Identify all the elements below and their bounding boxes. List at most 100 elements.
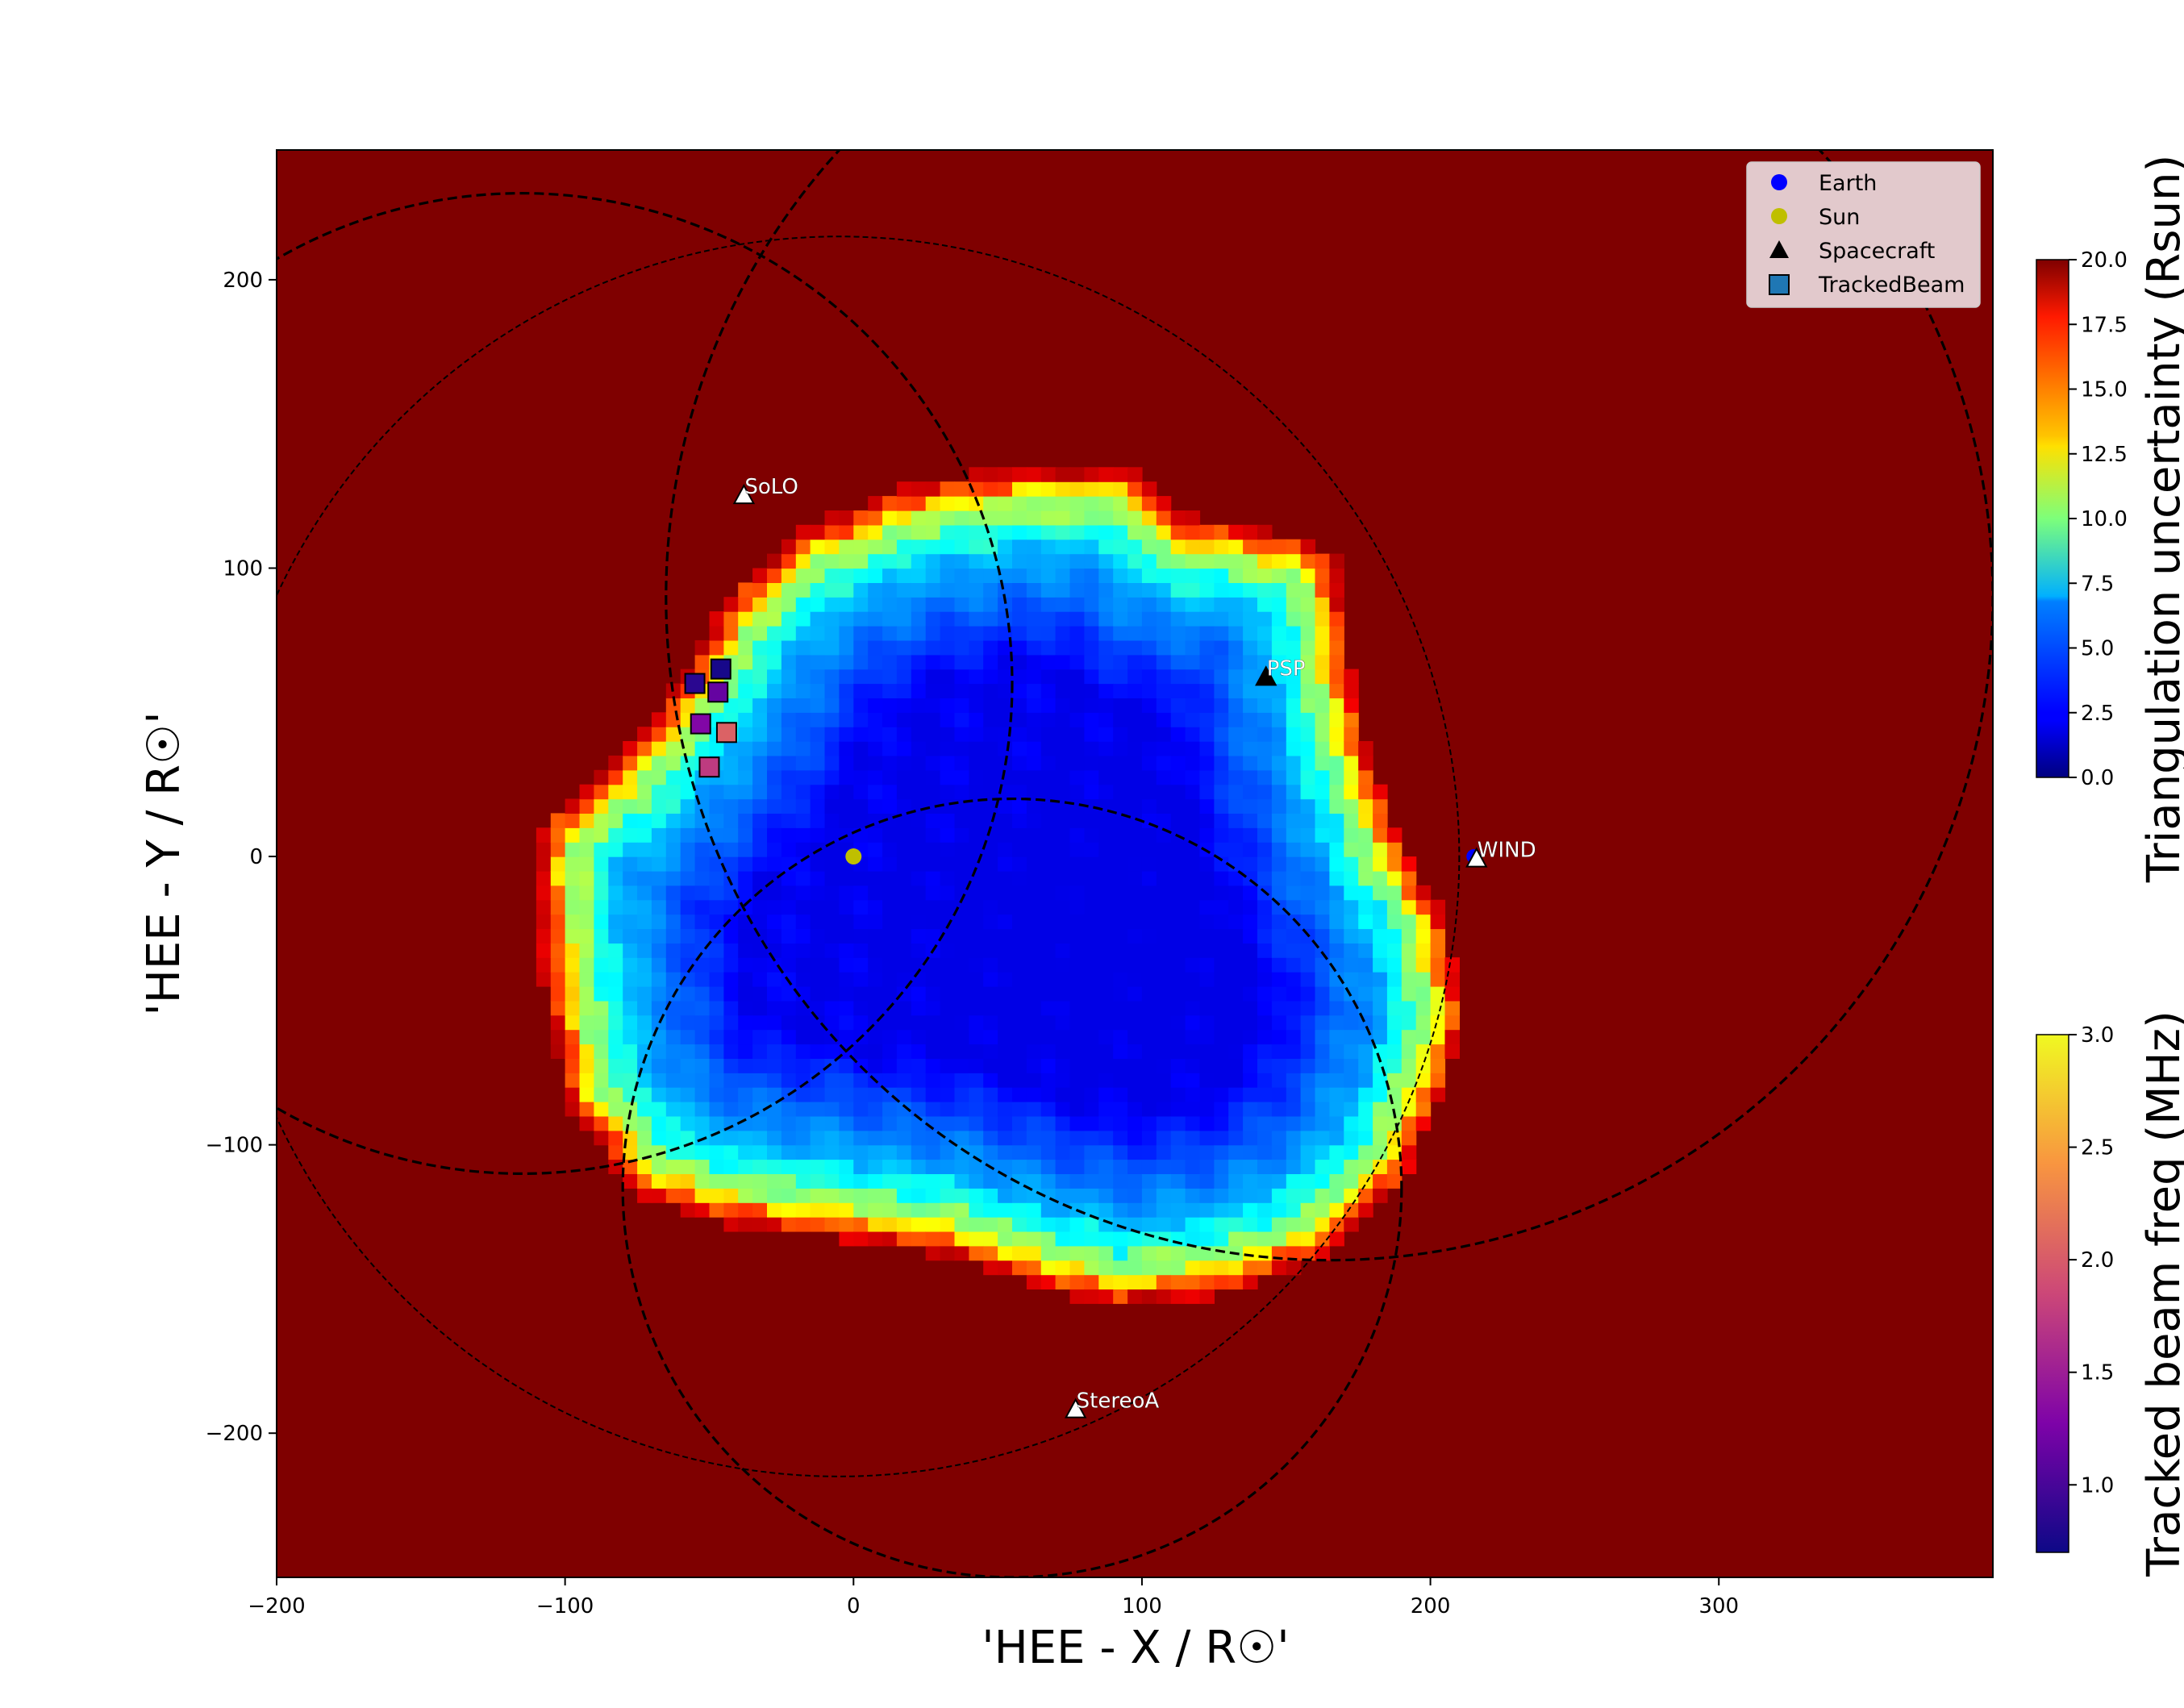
heatmap-cell — [1040, 1044, 1057, 1059]
spacecraft-label-psp: PSP — [1267, 656, 1306, 681]
heatmap-cell — [896, 885, 912, 901]
heatmap-cell — [1329, 784, 1344, 800]
heatmap-cell — [925, 986, 941, 1002]
heatmap-cell — [565, 885, 581, 901]
heatmap-cell — [983, 669, 998, 685]
heatmap-cell — [1228, 568, 1244, 583]
heatmap-cell — [665, 899, 681, 915]
heatmap-cell — [1271, 698, 1287, 713]
heatmap-cell — [1113, 986, 1128, 1002]
heatmap-cell — [810, 1217, 826, 1232]
heatmap-cell — [1430, 972, 1446, 987]
heatmap-cell — [623, 856, 638, 872]
heatmap-cell — [1040, 1115, 1057, 1131]
heatmap-cell — [839, 669, 854, 685]
heatmap-cell — [1113, 914, 1128, 930]
heatmap-cell — [694, 1029, 711, 1045]
heatmap-cell — [1069, 769, 1085, 785]
heatmap-cell — [1228, 813, 1244, 828]
heatmap-cell — [781, 1159, 797, 1174]
heatmap-cell — [1127, 1073, 1143, 1088]
heatmap-cell — [868, 1058, 883, 1073]
heatmap-cell — [925, 1073, 941, 1088]
heatmap-cell — [738, 582, 753, 598]
heatmap-cell — [1026, 1073, 1042, 1088]
heatmap-cell — [709, 986, 724, 1002]
heatmap-cell — [565, 928, 581, 944]
heatmap-cell — [983, 639, 998, 656]
heatmap-cell — [1214, 798, 1229, 814]
heatmap-cell — [1012, 698, 1027, 713]
heatmap-cell — [623, 957, 638, 973]
heatmap-cell — [1415, 1102, 1432, 1117]
heatmap-cell — [680, 827, 696, 843]
heatmap-cell — [882, 1188, 898, 1203]
heatmap-cell — [752, 741, 768, 756]
heatmap-cell — [1257, 639, 1273, 656]
heatmap-cell — [1271, 1231, 1287, 1247]
heatmap-cell — [1113, 539, 1128, 555]
heatmap-cell — [1055, 467, 1071, 482]
heatmap-cell — [579, 1115, 594, 1131]
heatmap-cell — [1329, 1073, 1344, 1088]
heatmap-cell — [1271, 553, 1287, 569]
heatmap-cell — [1170, 943, 1186, 958]
heatmap-cell — [925, 496, 941, 511]
heatmap-cell — [896, 870, 912, 886]
heatmap-cell — [1113, 1029, 1128, 1045]
heatmap-cell — [738, 899, 753, 915]
heatmap-cell — [969, 827, 984, 843]
heatmap-cell — [723, 1202, 739, 1218]
heatmap-cell — [1257, 856, 1273, 872]
heatmap-cell — [896, 842, 912, 857]
heatmap-cell — [680, 1058, 696, 1073]
heatmap-cell — [565, 798, 581, 814]
heatmap-cell — [954, 712, 969, 727]
heatmap-cell — [853, 568, 869, 583]
heatmap-cell — [1373, 899, 1388, 915]
heatmap-cell — [839, 1000, 854, 1016]
heatmap-cell — [1300, 1202, 1316, 1218]
heatmap-cell — [839, 798, 854, 814]
heatmap-cell — [723, 1102, 739, 1117]
heatmap-cell — [1069, 539, 1085, 555]
heatmap-cell — [1199, 639, 1215, 656]
heatmap-cell — [1069, 1029, 1085, 1045]
heatmap-cell — [1156, 972, 1172, 987]
heatmap-cell — [882, 553, 898, 569]
heatmap-cell — [1127, 597, 1143, 612]
heatmap-cell — [694, 654, 711, 670]
heatmap-cell — [781, 683, 797, 698]
heatmap-cell — [694, 1173, 711, 1189]
heatmap-cell — [651, 1173, 667, 1189]
heatmap-cell — [1344, 957, 1359, 973]
heatmap-cell — [1257, 683, 1273, 698]
heatmap-cell — [969, 1115, 984, 1131]
heatmap-cell — [882, 1159, 898, 1174]
heatmap-cell — [969, 1130, 984, 1146]
heatmap-cell — [954, 539, 969, 555]
heatmap-cell — [1113, 582, 1128, 598]
heatmap-cell — [608, 1029, 623, 1045]
heatmap-cell — [1141, 1245, 1157, 1261]
heatmap-cell — [1315, 698, 1330, 713]
heatmap-cell — [1098, 1000, 1114, 1016]
heatmap-cell — [1315, 1029, 1330, 1045]
heatmap-cell — [810, 1144, 826, 1160]
heatmap-cell — [925, 972, 941, 987]
heatmap-cell — [954, 582, 969, 598]
heatmap-cell — [1358, 914, 1373, 930]
heatmap-cell — [969, 1044, 984, 1059]
heatmap-cell — [868, 1231, 883, 1247]
heatmap-cell — [709, 899, 724, 915]
heatmap-cell — [1113, 727, 1128, 742]
heatmap-cell — [1214, 712, 1229, 727]
heatmap-cell — [911, 582, 927, 598]
heatmap-cell — [1329, 1231, 1344, 1247]
heatmap-cell — [1069, 899, 1085, 915]
heatmap-cell — [969, 1029, 984, 1045]
heatmap-cell — [665, 1102, 681, 1117]
colorbar-tick-label: 17.5 — [2081, 313, 2128, 337]
heatmap-cell — [1199, 553, 1215, 569]
heatmap-cell — [665, 1014, 681, 1031]
